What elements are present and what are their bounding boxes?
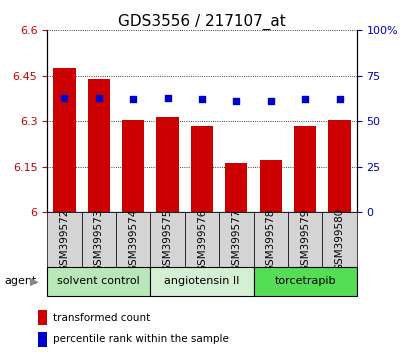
Point [335, 97, 342, 102]
Text: angiotensin II: angiotensin II [164, 276, 239, 286]
Point [95, 95, 102, 101]
Text: percentile rank within the sample: percentile rank within the sample [52, 335, 228, 344]
Bar [116, 212, 150, 267]
Bar [53, 68, 75, 212]
Text: solvent control: solvent control [57, 276, 140, 286]
Bar [88, 79, 110, 212]
Bar [218, 212, 253, 267]
Bar [190, 126, 213, 212]
Bar [47, 212, 81, 267]
Text: GSM399574: GSM399574 [128, 208, 138, 272]
Point [61, 95, 67, 101]
Bar [253, 212, 287, 267]
Text: GSM399578: GSM399578 [265, 208, 275, 272]
Bar [156, 117, 178, 212]
Point [130, 97, 136, 102]
Text: transformed count: transformed count [52, 313, 150, 323]
Bar [225, 163, 247, 212]
Bar [259, 160, 281, 212]
Text: GSM399575: GSM399575 [162, 208, 172, 272]
Text: GSM399573: GSM399573 [94, 208, 103, 272]
Bar [81, 212, 116, 267]
Bar [184, 212, 218, 267]
Bar [38, 332, 47, 347]
Point [164, 95, 171, 101]
Bar [287, 212, 321, 267]
Point [232, 98, 239, 104]
Text: GSM399576: GSM399576 [196, 208, 207, 272]
Bar [47, 267, 150, 296]
Bar [328, 120, 350, 212]
Bar [150, 267, 253, 296]
Point [198, 97, 204, 102]
Point [267, 98, 273, 104]
Text: torcetrapib: torcetrapib [274, 276, 335, 286]
Bar [293, 126, 315, 212]
Title: GDS3556 / 217107_at: GDS3556 / 217107_at [118, 14, 285, 30]
Text: GSM399577: GSM399577 [231, 208, 241, 272]
Text: GSM399579: GSM399579 [299, 208, 309, 272]
Bar [150, 212, 184, 267]
Bar [321, 212, 356, 267]
Bar [253, 267, 356, 296]
Text: GSM399572: GSM399572 [59, 208, 69, 272]
Bar [121, 120, 144, 212]
Text: ▶: ▶ [29, 276, 38, 286]
Text: GSM399580: GSM399580 [334, 208, 344, 272]
Bar [38, 310, 47, 325]
Text: agent: agent [4, 276, 36, 286]
Point [301, 97, 308, 102]
